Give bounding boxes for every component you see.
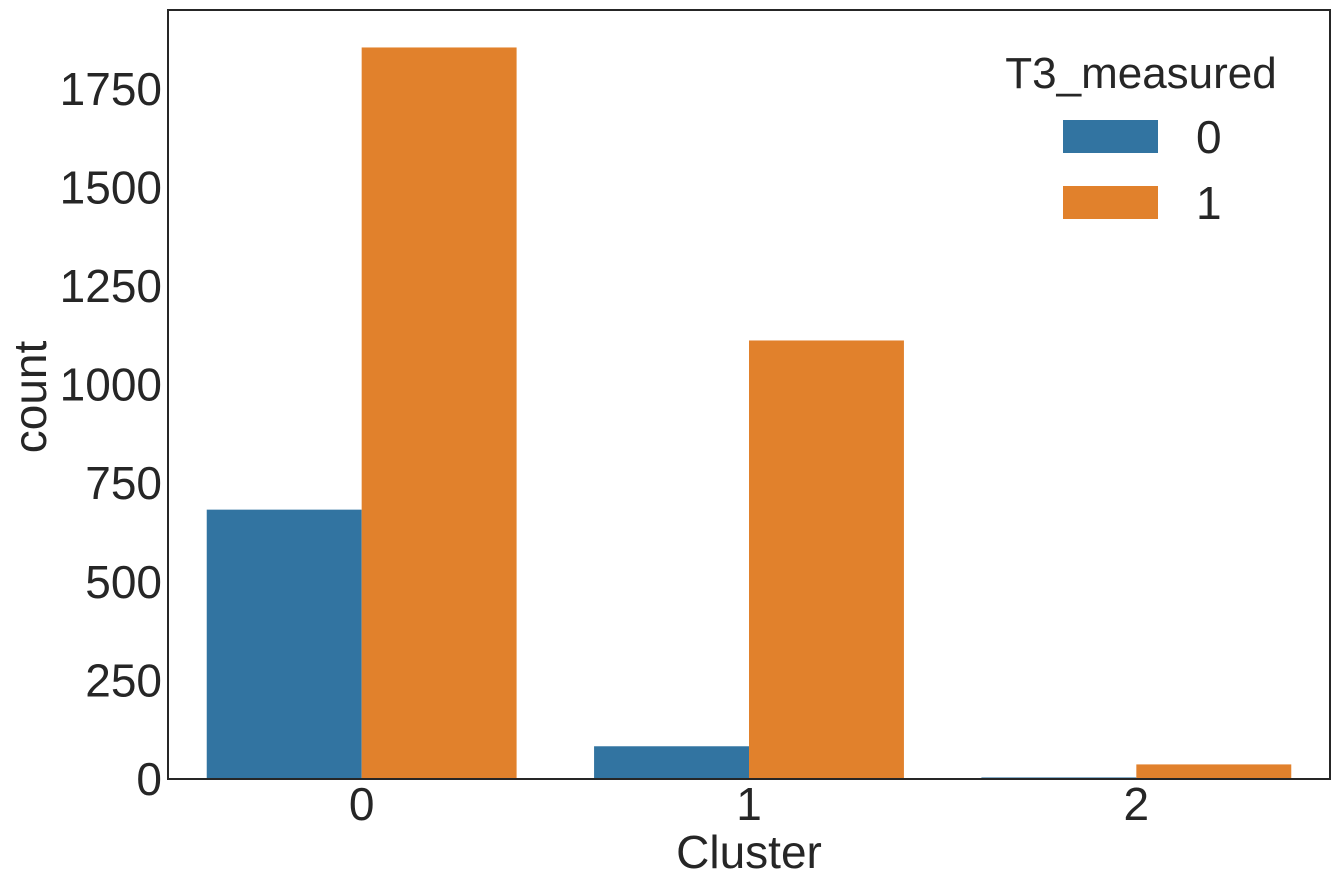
bar-cluster-0-t3-0: [206, 509, 362, 779]
bars-group: [206, 47, 1292, 779]
bar-cluster-0-t3-1: [361, 47, 517, 779]
y-tick-label: 1750: [60, 63, 162, 115]
y-tick-label: 500: [85, 556, 162, 608]
bar-cluster-2-t3-1: [1136, 764, 1292, 779]
x-tick-label: 0: [349, 778, 375, 830]
legend: T3_measured 0 1: [1005, 49, 1276, 229]
x-tick-label: 2: [1124, 778, 1150, 830]
y-tick-label: 250: [85, 654, 162, 706]
legend-swatch: [1063, 186, 1158, 219]
legend-title: T3_measured: [1005, 49, 1276, 98]
legend-swatch: [1063, 120, 1158, 153]
legend-label: 1: [1196, 177, 1222, 229]
legend-label: 0: [1196, 111, 1222, 163]
y-tick-labels: 0 250 500 750 1000 1250 1500 1750: [60, 63, 162, 805]
plot-frame: [167, 9, 1331, 780]
x-axis-label: Cluster: [676, 826, 822, 878]
y-tick-label: 1000: [60, 359, 162, 411]
bar-cluster-1-t3-1: [749, 340, 904, 779]
bar-cluster-1-t3-0: [594, 746, 749, 779]
y-axis-label: count: [4, 341, 56, 454]
y-tick-label: 750: [85, 457, 162, 509]
x-tick-label: 1: [736, 778, 762, 830]
y-tick-label: 1250: [60, 260, 162, 312]
x-tick-labels: 0 1 2: [349, 778, 1149, 830]
y-tick-label: 0: [136, 753, 162, 805]
y-tick-label: 1500: [60, 161, 162, 213]
